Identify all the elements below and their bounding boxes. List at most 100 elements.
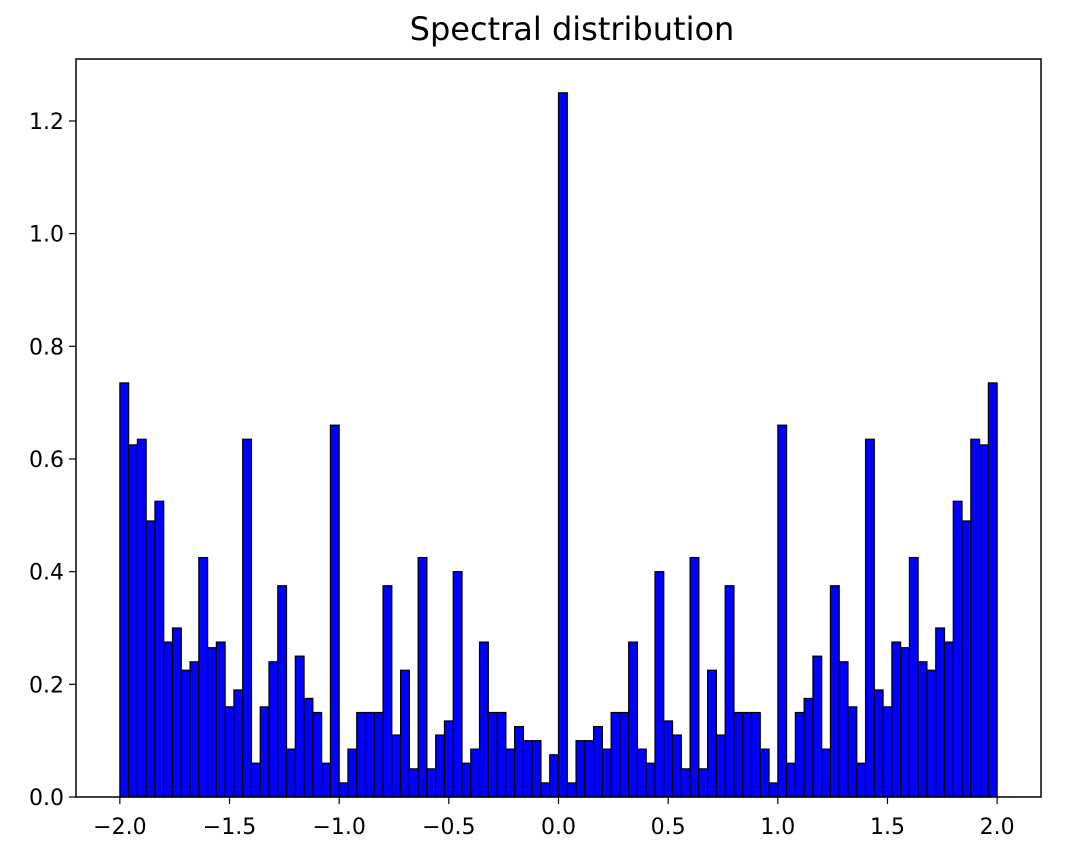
histogram-bar [803, 697, 814, 798]
histogram-bar [171, 627, 182, 798]
x-tick-label: −1.0 [312, 815, 365, 840]
histogram-bar [935, 627, 946, 798]
histogram-bar [584, 740, 595, 798]
x-tick-label: 0.0 [541, 815, 576, 840]
histogram-bar [540, 782, 551, 798]
histogram-bar [154, 500, 165, 798]
histogram-bar [847, 706, 858, 798]
histogram-bar [461, 762, 472, 798]
histogram-bar [522, 740, 533, 798]
y-tick-label: 0.8 [29, 335, 64, 360]
histogram-bar [417, 556, 428, 798]
histogram-bar [163, 641, 174, 798]
histogram-bar [382, 585, 393, 798]
histogram-bar [794, 711, 805, 798]
histogram-bar [206, 647, 217, 798]
histogram-bar [514, 725, 525, 798]
y-axis: 0.0 0.2 0.4 0.6 0.8 1.0 1.2 [29, 110, 76, 811]
histogram-bar [329, 424, 340, 798]
y-tick-label: 1.2 [29, 110, 64, 135]
histogram-bar [128, 444, 139, 798]
chart-title: Spectral distribution [410, 10, 735, 48]
histogram-bar [285, 748, 296, 798]
histogram-bar [812, 655, 823, 798]
x-axis: −2.0 −1.5 −1.0 −0.5 0.0 0.5 1.0 1.5 2.0 [93, 797, 1015, 840]
histogram-bar [654, 571, 665, 798]
histogram-bar [742, 711, 753, 798]
histogram-bar [443, 720, 454, 798]
histogram-bar [601, 748, 612, 798]
histogram-bar [531, 740, 542, 798]
histogram-bar [610, 711, 621, 798]
histogram-bar [970, 438, 981, 798]
histogram-bar [628, 641, 639, 798]
histogram-bar [978, 444, 989, 798]
histogram-bar [242, 438, 253, 798]
histogram-bar [250, 762, 261, 798]
histogram-bar [189, 661, 200, 798]
histogram-bar [224, 706, 235, 798]
histogram-bar [356, 711, 367, 798]
histogram-bar [478, 641, 489, 798]
histogram-bar [952, 500, 963, 798]
histogram-bar [215, 641, 226, 798]
histogram-bar [715, 734, 726, 798]
histogram-bar [435, 734, 446, 798]
histogram-bar [636, 748, 647, 798]
x-tick-label: −0.5 [422, 815, 475, 840]
histogram-bar [268, 661, 279, 798]
histogram-bar [198, 556, 209, 798]
histogram-bar [347, 748, 358, 798]
histogram-bar [364, 711, 375, 798]
histogram-bar [856, 762, 867, 798]
histogram-bar [961, 520, 972, 798]
histogram-bar [487, 711, 498, 798]
histogram-bar [180, 669, 191, 798]
y-tick-label: 0.2 [29, 673, 64, 698]
histogram-bar [750, 711, 761, 798]
y-tick-label: 1.0 [29, 223, 64, 248]
histogram-bar [408, 768, 419, 798]
histogram-bar [470, 748, 481, 798]
histogram-bar [724, 585, 735, 798]
histogram-bar [759, 748, 770, 798]
histogram-bar [785, 762, 796, 798]
histogram-bar [136, 438, 147, 798]
histogram-bar [829, 585, 840, 798]
plot-frame [75, 58, 1042, 798]
histogram-bar [926, 669, 937, 798]
histogram-bar [619, 711, 630, 798]
histogram-bar [277, 585, 288, 798]
histogram-bar [399, 669, 410, 798]
histogram-bar [917, 661, 928, 798]
histogram-bar [373, 711, 384, 798]
histogram-bar [592, 725, 603, 798]
histogram-bar [233, 689, 244, 798]
y-tick-label: 0.0 [29, 786, 64, 811]
histogram-bar [900, 647, 911, 798]
histogram-bar [680, 768, 691, 798]
x-tick-label: 0.5 [651, 815, 686, 840]
x-tick-label: 1.0 [760, 815, 795, 840]
histogram-bar [391, 734, 402, 798]
x-tick-label: 2.0 [980, 815, 1015, 840]
x-tick-label: 1.5 [870, 815, 905, 840]
y-tick-label: 0.6 [29, 448, 64, 473]
histogram-bar [321, 762, 332, 798]
histogram-bar [303, 697, 314, 798]
histogram-bar [698, 768, 709, 798]
histogram-bar [259, 706, 270, 798]
histogram-bar [821, 748, 832, 798]
histogram-bar [891, 641, 902, 798]
histogram-bar [838, 661, 849, 798]
histogram-bar [505, 748, 516, 798]
histogram-bar [873, 689, 884, 798]
histogram-bar [663, 720, 674, 798]
y-tick-label: 0.4 [29, 561, 64, 586]
histogram-bar [338, 782, 349, 798]
histogram-bar [707, 669, 718, 798]
histogram-bar [549, 754, 560, 798]
histogram-bar [426, 768, 437, 798]
